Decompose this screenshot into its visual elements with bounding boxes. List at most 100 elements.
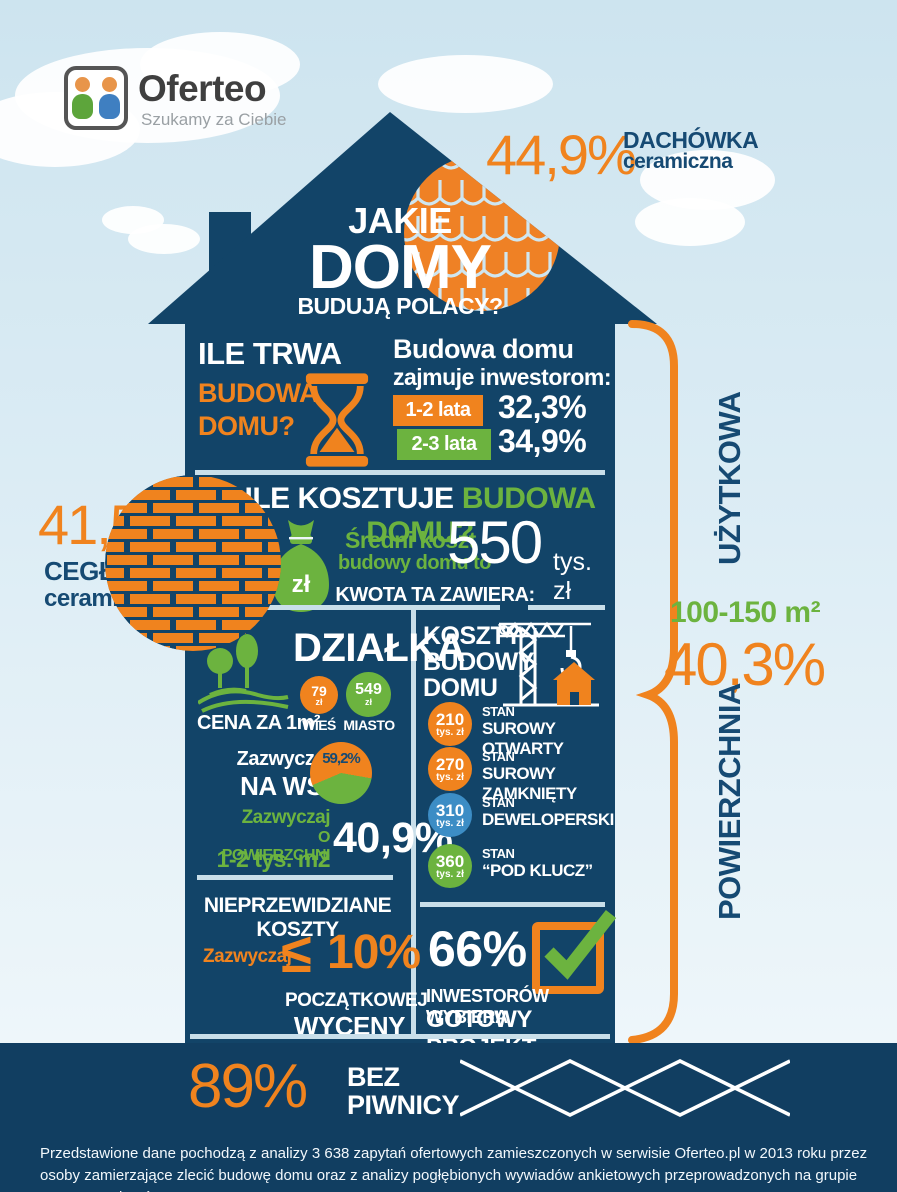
stage-label2-1: SUROWY OTWARTY (482, 719, 564, 758)
cloud (378, 55, 553, 113)
plot-area1: Zazwyczaj (241, 807, 331, 828)
logo-person-blue (99, 77, 120, 119)
basement-window-icon (460, 1059, 790, 1117)
less-equal-symbol: ≤ (281, 921, 312, 984)
bracket-range: 100-150 m² (670, 596, 821, 629)
logo-person-green (72, 77, 93, 119)
pie-value: 59,2% (322, 750, 361, 767)
cost-includes-label: KWOTA TA ZAWIERA: (335, 584, 535, 606)
city-price-value: 549 (355, 681, 382, 698)
cost-heading-green: BUDOWA DOMU? (366, 482, 596, 549)
cost-avg-label2: budowy domu to (338, 552, 491, 574)
stage-unit-1: tys. zł (436, 726, 464, 738)
plot-heading: DZIAŁKA (293, 626, 466, 670)
title-line3: BUDUJĄ POLACY? (297, 293, 503, 319)
title-line2: DOMY (309, 233, 492, 302)
roof-stat-value: 44,9% (486, 123, 637, 186)
stage-label1-3: STAN (482, 795, 515, 810)
bracket-label-uzytkowa: UŻYTKOWA (712, 391, 747, 565)
house-roof-graphic (148, 112, 657, 327)
crane-icon (497, 621, 599, 707)
village-price-unit: zł (315, 696, 323, 707)
column-divider (411, 605, 416, 1034)
section-divider (197, 875, 393, 880)
city-price-unit: zł (364, 697, 372, 707)
duration-bar-2-3: 2-3 lata (397, 429, 491, 460)
cost-value: 550 (447, 509, 543, 576)
bracket-label-powierzchnia: POWIERZCHNIA (712, 683, 747, 920)
basement-label1: BEZ (347, 1062, 400, 1092)
stage-unit-4: tys. zł (436, 868, 464, 880)
stage-value-1: 210 (435, 709, 465, 729)
money-bag-icon: zł (273, 520, 329, 612)
checkmark-icon (544, 909, 617, 980)
area-bracket (628, 320, 678, 1044)
title-line1: JAKIE (348, 200, 452, 241)
stage-label1-4: STAN (482, 846, 515, 861)
village-price-value: 79 (311, 682, 327, 699)
basement-label2: PIWNICY (347, 1090, 460, 1120)
stage-value-2: 270 (435, 754, 465, 774)
logo-tagline: Szukamy za Ciebie (141, 110, 287, 129)
stage-value-4: 360 (435, 851, 465, 871)
stage-label2-2: SUROWY ZAMKNIĘTY (482, 764, 577, 803)
hourglass-icon (305, 373, 369, 467)
duration-heading-white: ILE TRWA (198, 336, 342, 371)
section-divider (528, 605, 605, 610)
cost-heading-white: ILE KOSZTUJE (244, 482, 454, 515)
duration-sub2: zajmuje inwestorom: (393, 364, 611, 390)
city-price-circle: 549 zł (346, 672, 391, 717)
stages-heading2: BUDOWY (423, 648, 534, 676)
stage-label1-1: STAN (482, 704, 515, 719)
basement-value: 89% (188, 1052, 308, 1121)
oferteo-logo-icon (64, 66, 128, 130)
unforeseen-label1: POCZĄTKOWEJ (285, 990, 428, 1011)
city-label: MIASTO (343, 717, 395, 733)
bracket-value: 40,3% (664, 631, 826, 698)
trees-icon (198, 634, 289, 713)
stage-label2-3: DEWELOPERSKI (482, 810, 614, 829)
stage-circle-2: 270 tys. zł (428, 747, 472, 791)
stage-circle-4: 360 tys. zł (428, 844, 472, 888)
duration-value-1-2: 32,3% (498, 389, 587, 425)
logo-wordmark: Oferteo (138, 68, 267, 109)
unforeseen-value: 10% (327, 926, 421, 979)
village-label: WIEŚ (302, 717, 336, 733)
svg-text:zł: zł (292, 571, 311, 598)
duration-value-2-3: 34,9% (498, 423, 587, 459)
cloud (140, 32, 300, 97)
bottom-band: 89% BEZ PIWNICY Przedstawione dane pocho… (0, 1043, 897, 1192)
village-pie-chart (310, 742, 372, 804)
stage-unit-2: tys. zł (436, 771, 464, 783)
section-divider (195, 470, 605, 475)
checkbox-icon (532, 922, 604, 994)
stage-label2-4: “POD KLUCZ” (482, 861, 593, 880)
stages-heading3: DOMU (423, 674, 498, 702)
panel-bottom-divider (190, 1034, 610, 1039)
plot-area2: O POWIERZCHNI (221, 829, 331, 864)
stage-circle-3: 310 tys. zł (428, 793, 472, 837)
village-price-circle: 79 zł (300, 676, 338, 714)
section-divider (240, 605, 500, 610)
cost-avg-label1: Średni koszt (345, 527, 476, 553)
plot-usually1: Zazwyczaj (236, 748, 331, 770)
roof-stat-label2: ceramiczna (623, 150, 733, 173)
duration-heading-orange2: DOMU? (198, 411, 295, 441)
duration-bar-1-2: 1-2 lata (393, 395, 483, 426)
footer-note: Przedstawione dane pochodzą z analizy 3 … (40, 1145, 868, 1192)
cloud (128, 224, 200, 254)
project-value: 66% (428, 921, 527, 977)
cost-unit: tys. zł (553, 548, 592, 605)
roof-stat-label1: DACHÓWKA (623, 127, 759, 153)
stage-unit-3: tys. zł (436, 817, 464, 829)
main-panel: ILE TRWA BUDOWA DOMU? Budowa domu zajmuj… (185, 322, 617, 1061)
unforeseen-usually: Zazwyczaj (203, 946, 292, 967)
project-label1: INWESTORÓW WYBIERA (426, 986, 549, 1027)
plot-price-label: CENA ZA 1m² (197, 712, 321, 734)
stage-circle-1: 210 tys. zł (428, 702, 472, 746)
cost-heading: ILE KOSZTUJE BUDOWA DOMU? (230, 482, 610, 550)
brick-swatch (105, 475, 281, 651)
duration-heading-orange1: BUDOWA (198, 378, 319, 408)
duration-sub1: Budowa domu (393, 334, 574, 364)
